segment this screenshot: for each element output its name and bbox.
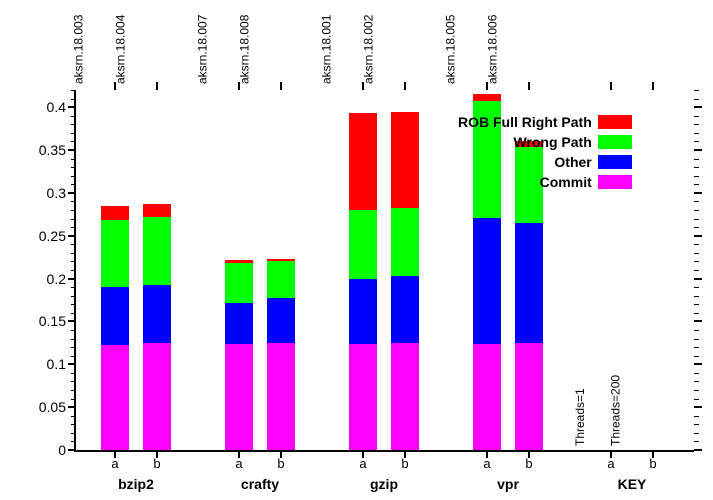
bar-segment-wrong bbox=[349, 210, 377, 279]
bar-segment-rob bbox=[473, 94, 501, 101]
bar-segment-wrong bbox=[101, 220, 129, 287]
stacked-bar-chart: 0 0.05 0.1 0.15 0.2 0.25 0.3 0.35 0.4 a aksrn.18.0… bbox=[0, 0, 713, 500]
bar-segment-commit bbox=[101, 345, 129, 450]
legend-label: Wrong Path bbox=[513, 134, 591, 150]
ytick bbox=[68, 363, 76, 365]
bar-segment-rob bbox=[225, 260, 253, 263]
group-label: bzip2 bbox=[118, 476, 154, 492]
ytick-label: 0.2 bbox=[47, 271, 66, 287]
bar-sublabel: a bbox=[607, 456, 614, 471]
bar-segment-commit bbox=[349, 344, 377, 450]
group-label: vpr bbox=[497, 476, 519, 492]
ytick-right bbox=[694, 192, 702, 194]
ytick bbox=[68, 278, 76, 280]
legend-row: Wrong Path bbox=[458, 132, 632, 152]
bar-segment-wrong bbox=[391, 208, 419, 276]
ytick-right bbox=[694, 406, 702, 408]
bar-sublabel: a bbox=[235, 456, 242, 471]
ytick-label: 0.15 bbox=[39, 313, 66, 329]
bar-segment-other bbox=[225, 303, 253, 344]
bar-toplabel: aksrn.18.004 bbox=[113, 15, 127, 84]
bar-toplabel: aksrn.18.008 bbox=[237, 15, 251, 84]
ytick bbox=[68, 406, 76, 408]
bar-segment-wrong bbox=[225, 263, 253, 302]
ytick-label: 0.05 bbox=[39, 399, 66, 415]
bar-segment-other bbox=[473, 218, 501, 344]
bar-segment-commit bbox=[225, 344, 253, 450]
bar-segment-other bbox=[101, 287, 129, 344]
legend: ROB Full Right Path Wrong Path Other Commit bbox=[458, 112, 632, 192]
ytick-right bbox=[694, 278, 702, 280]
legend-label: Other bbox=[554, 154, 591, 170]
ytick bbox=[68, 320, 76, 322]
bar-segment-commit bbox=[473, 344, 501, 450]
bar-sublabel: b bbox=[649, 456, 656, 471]
bar-segment-wrong bbox=[143, 217, 171, 285]
bar-segment-other bbox=[349, 279, 377, 344]
ytick bbox=[68, 235, 76, 237]
bar-sublabel: b bbox=[277, 456, 284, 471]
ytick-label: 0.3 bbox=[47, 185, 66, 201]
ytick bbox=[68, 106, 76, 108]
ytick-right bbox=[694, 320, 702, 322]
legend-swatch bbox=[598, 155, 632, 169]
bar-toplabel: aksrn.18.003 bbox=[71, 15, 85, 84]
bar-toplabel: aksrn.18.007 bbox=[195, 15, 209, 84]
ytick-label: 0.4 bbox=[47, 99, 66, 115]
ytick-label: 0 bbox=[58, 442, 66, 458]
legend-swatch bbox=[598, 135, 632, 149]
bar-toplabel: aksrn.18.005 bbox=[443, 15, 457, 84]
bar-toplabel: aksrn.18.006 bbox=[485, 15, 499, 84]
group-label: crafty bbox=[241, 476, 279, 492]
bar-sublabel: b bbox=[401, 456, 408, 471]
bar-segment-commit bbox=[143, 343, 171, 450]
legend-row: Commit bbox=[458, 172, 632, 192]
ytick-right bbox=[694, 449, 702, 451]
ytick bbox=[68, 192, 76, 194]
group-label: KEY bbox=[618, 476, 647, 492]
ytick-right bbox=[694, 363, 702, 365]
bar-segment-commit bbox=[515, 343, 543, 450]
ytick-right bbox=[694, 235, 702, 237]
legend-row: Other bbox=[458, 152, 632, 172]
bar-sublabel: b bbox=[153, 456, 160, 471]
bar-sublabel: a bbox=[359, 456, 366, 471]
bar-segment-wrong bbox=[267, 261, 295, 298]
bar-segment-other bbox=[143, 285, 171, 343]
legend-row: ROB Full Right Path bbox=[458, 112, 632, 132]
ytick-right bbox=[694, 149, 702, 151]
bar-segment-other bbox=[267, 298, 295, 343]
legend-swatch bbox=[598, 115, 632, 129]
bar-segment-other bbox=[515, 223, 543, 343]
key-label: Threads=1 bbox=[573, 388, 587, 446]
bar-segment-commit bbox=[267, 343, 295, 450]
ytick bbox=[68, 449, 76, 451]
ytick-label: 0.1 bbox=[47, 356, 66, 372]
bar-segment-other bbox=[391, 276, 419, 343]
ytick-right bbox=[694, 106, 702, 108]
bar-segment-commit bbox=[391, 343, 419, 450]
bar-sublabel: b bbox=[525, 456, 532, 471]
bar-sublabel: a bbox=[111, 456, 118, 471]
ytick bbox=[68, 149, 76, 151]
bar-segment-rob bbox=[267, 259, 295, 262]
legend-swatch bbox=[598, 175, 632, 189]
legend-label: ROB Full Right Path bbox=[458, 114, 592, 130]
legend-label: Commit bbox=[540, 174, 592, 190]
bar-toplabel: aksrn.18.002 bbox=[361, 15, 375, 84]
bar-toplabel: aksrn.18.001 bbox=[319, 15, 333, 84]
bar-segment-rob bbox=[349, 113, 377, 210]
ytick-label: 0.25 bbox=[39, 228, 66, 244]
key-label: Threads=200 bbox=[608, 375, 622, 446]
ytick-label: 0.35 bbox=[39, 142, 66, 158]
bar-segment-rob bbox=[391, 112, 419, 208]
bar-sublabel: a bbox=[483, 456, 490, 471]
bar-segment-rob bbox=[143, 204, 171, 217]
bar-segment-rob bbox=[101, 206, 129, 221]
group-label: gzip bbox=[370, 476, 398, 492]
